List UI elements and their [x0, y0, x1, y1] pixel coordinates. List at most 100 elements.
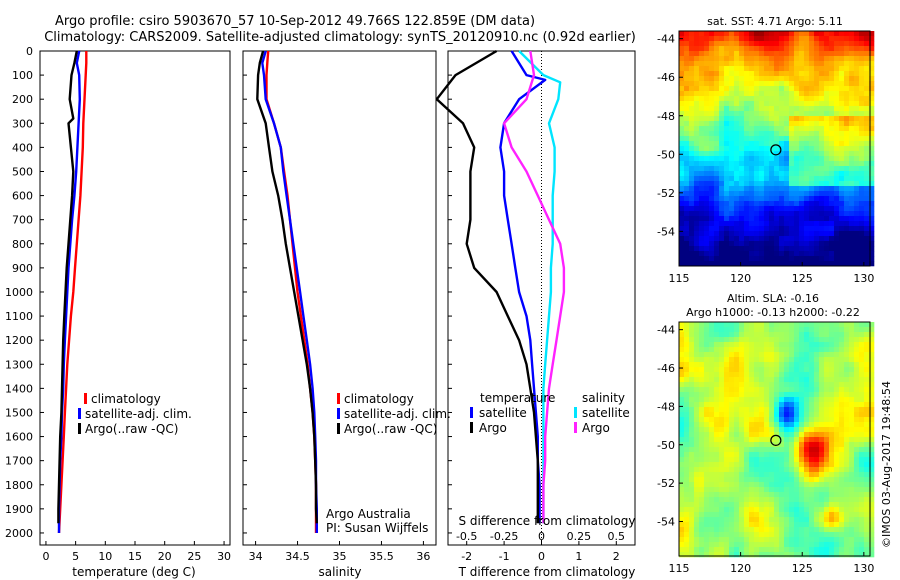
map-cell: [769, 457, 775, 463]
map-cell: [804, 76, 810, 82]
map-cell: [724, 191, 730, 197]
map-cell: [849, 447, 855, 453]
map-cell: [839, 397, 845, 403]
map-cell: [754, 452, 760, 458]
map-cell: [769, 131, 775, 137]
map-cell: [814, 116, 820, 122]
map-cell: [809, 482, 815, 488]
map-cell: [704, 482, 710, 488]
map-cell: [804, 226, 810, 232]
map-cell: [729, 322, 735, 328]
map-cell: [739, 487, 745, 493]
map-cell: [839, 136, 845, 142]
map-cell: [859, 347, 865, 353]
map-cell: [859, 101, 865, 107]
map-cell: [804, 392, 810, 398]
map-cell: [844, 457, 850, 463]
map-cell: [804, 512, 810, 518]
map-cell: [729, 527, 735, 533]
map-cell: [749, 101, 755, 107]
map-cell: [769, 256, 775, 262]
map-cell: [789, 422, 795, 428]
map-cell: [744, 342, 750, 348]
map-cell: [724, 156, 730, 162]
map-cell: [734, 362, 740, 368]
map-cell: [869, 552, 875, 558]
map-cell: [789, 462, 795, 468]
map-cell: [789, 392, 795, 398]
map-cell: [849, 166, 855, 172]
map-cell: [754, 522, 760, 528]
map-cell: [684, 497, 690, 503]
map-cell: [709, 261, 715, 267]
map-cell: [804, 136, 810, 142]
map-cell: [824, 407, 830, 413]
map-cell: [849, 387, 855, 393]
map-cell: [794, 437, 800, 443]
map-cell: [754, 407, 760, 413]
map-cell: [794, 442, 800, 448]
map-cell: [684, 106, 690, 112]
map-cell: [739, 412, 745, 418]
map-cell: [709, 106, 715, 112]
map-cell: [764, 216, 770, 222]
map-cell: [779, 206, 785, 212]
map-cell: [849, 76, 855, 82]
x-tick-label: 34: [249, 550, 263, 563]
map-cell: [794, 136, 800, 142]
map-cell: [749, 322, 755, 328]
map-cell: [699, 362, 705, 368]
map-cell: [789, 61, 795, 67]
map-cell: [694, 427, 700, 433]
map-cell: [704, 412, 710, 418]
map-cell: [819, 517, 825, 523]
map-cell: [764, 537, 770, 543]
map-cell: [789, 36, 795, 42]
map-cell: [754, 532, 760, 538]
map-cell: [719, 482, 725, 488]
map-cell: [794, 537, 800, 543]
map-cell: [824, 387, 830, 393]
map-cell: [779, 357, 785, 363]
map-cell: [684, 502, 690, 508]
map-cell: [844, 377, 850, 383]
map-cell: [774, 116, 780, 122]
map-cell: [854, 221, 860, 227]
map-cell: [754, 417, 760, 423]
map-cell: [824, 91, 830, 97]
map-cell: [789, 251, 795, 257]
map-cell: [754, 46, 760, 52]
map-cell: [719, 497, 725, 503]
map-cell: [864, 492, 870, 498]
map-cell: [699, 176, 705, 182]
map-cell: [734, 517, 740, 523]
map-cell: [759, 251, 765, 257]
map-cell: [689, 397, 695, 403]
map-cell: [779, 221, 785, 227]
map-cell: [794, 382, 800, 388]
map-cell: [844, 537, 850, 543]
map-cell: [734, 166, 740, 172]
series-line-temperature-satellite: [499, 50, 547, 524]
map-cell: [709, 31, 715, 37]
map-cell: [859, 46, 865, 52]
map-cell: [684, 156, 690, 162]
map-cell: [684, 261, 690, 267]
map-cell: [779, 502, 785, 508]
map-cell: [849, 106, 855, 112]
map-cell: [709, 402, 715, 408]
map-cell: [739, 46, 745, 52]
map-cell: [679, 332, 685, 338]
map-cell: [779, 171, 785, 177]
map-cell: [704, 537, 710, 543]
map-cell: [714, 161, 720, 167]
map-cell: [744, 442, 750, 448]
map-cell: [839, 377, 845, 383]
map-cell: [869, 397, 875, 403]
map-cell: [839, 327, 845, 333]
map-cell: [699, 537, 705, 543]
map-cell: [859, 437, 865, 443]
map-cell: [699, 417, 705, 423]
map-cell: [714, 512, 720, 518]
map-cell: [824, 332, 830, 338]
